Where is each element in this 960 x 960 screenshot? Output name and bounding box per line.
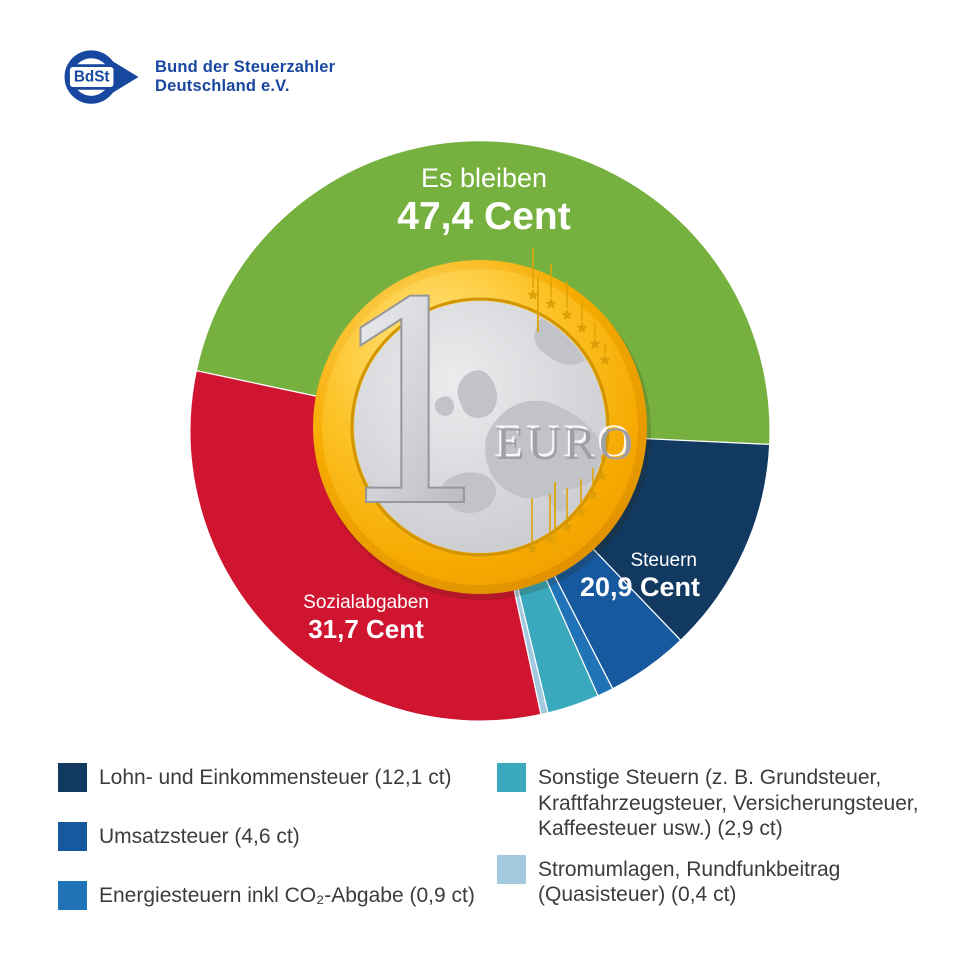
euro-coin: 1 EURO EURO (313, 243, 651, 600)
annotation-steuern-label: Steuern (630, 550, 697, 571)
annotation-steuern-value: 20,9 Cent (579, 572, 700, 602)
euro-stars-decoration (526, 248, 611, 554)
star-icon (544, 533, 556, 544)
annotation-remainder: Es bleiben 47,4 Cent (334, 163, 634, 239)
legend-label: Sonstige Steuern (z. B. Grundsteuer, Kra… (538, 766, 919, 841)
annotation-sozialabgaben-value: 31,7 Cent (308, 614, 424, 644)
logo-abbr: BdSt (74, 69, 110, 86)
star-icon (576, 322, 588, 333)
coin-currency: EURO (496, 418, 636, 470)
star-icon (599, 354, 611, 365)
logo-line2: Deutschland e.V. (155, 77, 290, 95)
legend-column-left: Lohn- und Einkommensteuer (12,1 ct) Umsat… (58, 763, 475, 910)
coin-groove (350, 297, 610, 557)
annotation-sozialabgaben-label: Sozialabgaben (303, 592, 429, 613)
legend-swatch (497, 854, 526, 884)
legend-item: Sonstige Steuern (z. B. Grundsteuer, Kra… (497, 763, 938, 842)
star-icon (561, 521, 573, 532)
legend-label: Umsatzsteuer (4,6 ct) (99, 825, 300, 848)
legend-swatch (497, 763, 526, 792)
annotation-sozialabgaben: Sozialabgaben 31,7 Cent (266, 592, 466, 645)
star-icon (587, 489, 599, 500)
star-icon (589, 338, 601, 349)
legend-label: Stromumlagen, Rundfunkbeitrag (Quasisteu… (538, 857, 841, 907)
annotation-steuern: Steuern 20,9 Cent (550, 550, 700, 603)
logo-box (67, 64, 117, 90)
annotation-remainder-value: 47,4 Cent (397, 195, 571, 238)
star-icon (561, 309, 573, 320)
star-icon (545, 298, 557, 309)
bdst-logo-icon: BdSt (64, 50, 139, 104)
coin-denomination: 1 (327, 244, 504, 568)
legend-item: Lohn- und Einkommensteuer (12,1 ct) (58, 763, 475, 792)
legend-label: Lohn- und Einkommensteuer (12,1 ct) (99, 766, 452, 789)
legend-item: Stromumlagen, Rundfunkbeitrag (Quasisteu… (497, 854, 938, 908)
bdst-logo: BdSt Bund der Steuerzahler Deutschland e… (58, 44, 335, 110)
legend-column-right: Sonstige Steuern (z. B. Grundsteuer, Kra… (497, 763, 938, 908)
logo-wordmark: Bund der Steuerzahler Deutschland e.V. (155, 58, 335, 97)
star-icon (596, 470, 608, 481)
coin-currency-highlight: EURO (494, 415, 634, 467)
logo-line1: Bund der Steuerzahler (155, 57, 336, 76)
legend-item: Energiesteuern inkl CO₂-Abgabe (0,9 ct) (58, 881, 475, 910)
legend-swatch (58, 881, 87, 910)
star-icon (575, 506, 587, 517)
star-icon (526, 543, 538, 554)
annotation-remainder-label: Es bleiben (420, 163, 548, 193)
legend-swatch (58, 822, 87, 851)
star-icon (527, 289, 539, 300)
legend-swatch (58, 763, 87, 792)
legend-item: Umsatzsteuer (4,6 ct) (58, 822, 475, 851)
legend-label: Energiesteuern inkl CO₂-Abgabe (0,9 ct) (99, 884, 475, 907)
